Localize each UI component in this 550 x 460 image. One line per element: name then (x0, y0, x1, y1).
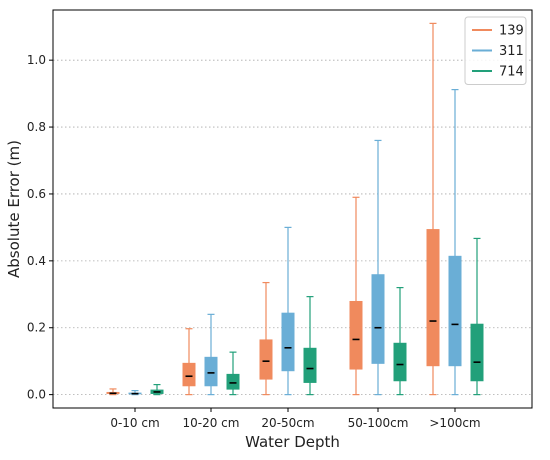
box-iqr (259, 339, 273, 380)
box-311-0 (128, 390, 142, 396)
box-139-1 (182, 328, 196, 396)
boxes (106, 22, 484, 396)
box-139-3 (349, 196, 363, 396)
legend-label: 139 (499, 24, 524, 39)
box-iqr (470, 323, 484, 382)
box-iqr (303, 347, 317, 383)
legend-label: 311 (499, 44, 524, 59)
x-tick-label: 20-50cm (261, 416, 314, 430)
box-iqr (349, 300, 363, 370)
box-iqr (448, 255, 462, 367)
box-iqr (393, 342, 407, 382)
box-iqr (182, 362, 196, 387)
x-tick-label: 0-10 cm (110, 416, 159, 430)
box-311-4 (448, 88, 462, 396)
x-tick-label: >100cm (429, 416, 480, 430)
legend: 139 311 714 (464, 16, 527, 85)
box-714-4 (470, 237, 484, 396)
box-139-0 (106, 388, 120, 396)
box-iqr (204, 356, 218, 387)
box-311-2 (281, 226, 295, 396)
y-axis-ticks: 0.0 0.2 0.4 0.6 0.8 1.0 (27, 53, 53, 402)
x-tick-label: 50-100cm (348, 416, 409, 430)
x-axis-ticks: 0-10 cm 10-20 cm 20-50cm 50-100cm >100cm (110, 408, 481, 430)
y-tick-label: 0.8 (27, 120, 46, 134)
legend-frame (464, 16, 527, 85)
box-311-1 (204, 313, 218, 396)
y-tick-label: 1.0 (27, 53, 46, 67)
box-714-3 (393, 286, 407, 396)
box-714-1 (226, 351, 240, 396)
box-139-4 (426, 22, 440, 396)
box-714-0 (150, 383, 164, 396)
y-axis-label: Absolute Error (m) (5, 140, 23, 278)
box-iqr (281, 312, 295, 372)
box-139-2 (259, 281, 273, 396)
x-tick-label: 10-20 cm (183, 416, 240, 430)
box-iqr (426, 229, 440, 367)
plot-area-frame (52, 9, 533, 409)
y-tick-label: 0.0 (27, 388, 46, 402)
box-iqr (371, 274, 385, 364)
x-axis-label: Water Depth (245, 433, 340, 451)
box-714-2 (303, 296, 317, 396)
legend-label: 714 (499, 65, 524, 80)
box-iqr (226, 373, 240, 390)
y-tick-label: 0.2 (27, 321, 46, 335)
y-tick-label: 0.6 (27, 187, 46, 201)
y-tick-label: 0.4 (27, 254, 46, 268)
box-311-3 (371, 139, 385, 396)
